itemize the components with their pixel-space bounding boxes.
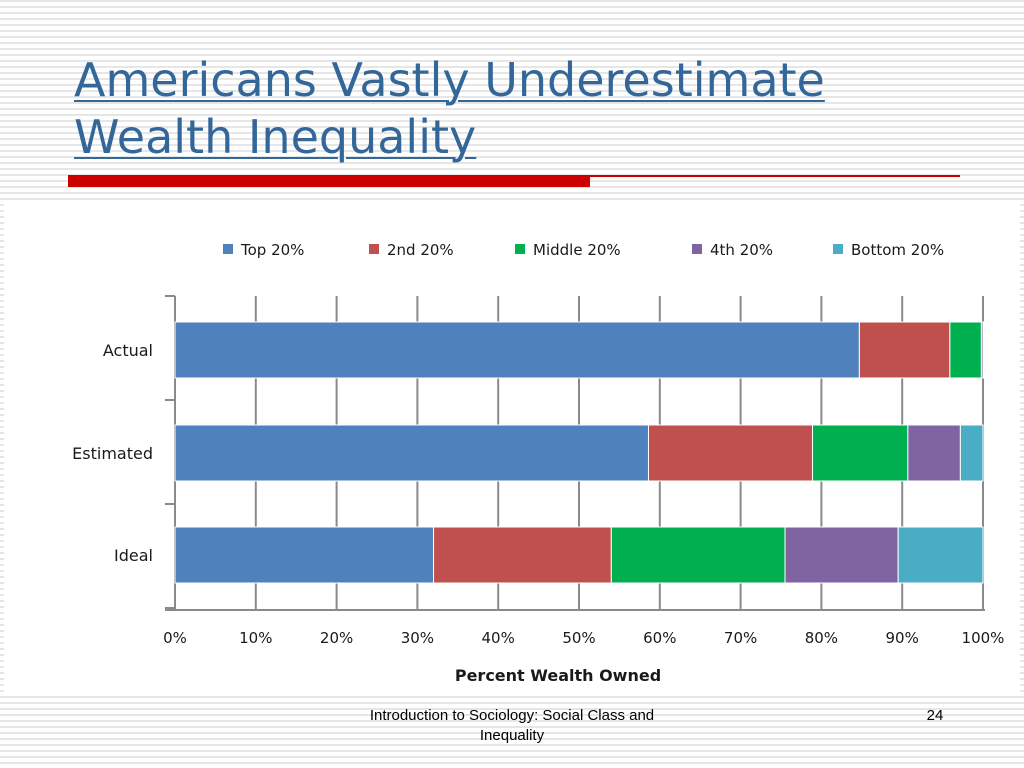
x-tick-label: 90% <box>886 629 919 647</box>
bar-segment <box>784 526 899 584</box>
legend-label: 2nd 20% <box>387 241 454 259</box>
y-category-label: Ideal <box>114 546 153 565</box>
y-category-label: Estimated <box>72 444 153 463</box>
slide-number: 24 <box>926 707 944 724</box>
bar-segment <box>812 424 909 482</box>
legend-label: Middle 20% <box>533 241 621 259</box>
bar-segment <box>897 526 984 584</box>
bar-segment <box>610 526 786 584</box>
x-tick-label: 10% <box>239 629 272 647</box>
legend-label: 4th 20% <box>710 241 773 259</box>
bar-segment <box>647 424 814 482</box>
stacked-bar-chart: Actual Estimated Ideal 0% 10% 20% 30% 40% 50% 60%… <box>72 241 1005 685</box>
footer-text: Introduction to Sociology: Social Class … <box>369 707 655 744</box>
x-tick-label: 0% <box>163 629 187 647</box>
x-tick-label: 70% <box>724 629 757 647</box>
bar-segment <box>174 526 435 584</box>
x-tick-label: 60% <box>643 629 676 647</box>
bar-segment <box>949 321 982 379</box>
y-category-label: Actual <box>103 341 153 360</box>
legend-label: Top 20% <box>240 241 304 259</box>
bar-segment <box>174 424 649 482</box>
legend-swatch <box>515 244 525 254</box>
chart-panel: Actual Estimated Ideal 0% 10% 20% 30% 40% 50% 60%… <box>4 200 1020 692</box>
legend-swatch <box>223 244 233 254</box>
bar-segment <box>858 321 951 379</box>
x-tick-label: 80% <box>805 629 838 647</box>
x-tick-label: 50% <box>562 629 595 647</box>
legend-swatch <box>833 244 843 254</box>
slide-title-text: Americans Vastly Underestimate Wealth In… <box>74 53 825 164</box>
bar-segment <box>433 526 612 584</box>
bar-segment <box>174 321 860 379</box>
x-axis-label: Percent Wealth Owned <box>455 666 661 685</box>
x-tick-label: 20% <box>320 629 353 647</box>
legend-swatch <box>369 244 379 254</box>
title-rule-thick <box>68 175 590 187</box>
bar-segment <box>959 424 984 482</box>
legend-swatch <box>692 244 702 254</box>
bar-segment <box>982 321 985 379</box>
x-tick-label: 30% <box>401 629 434 647</box>
slide-title: Americans Vastly Underestimate Wealth In… <box>74 52 954 166</box>
x-tick-label: 40% <box>482 629 515 647</box>
bar-segment <box>907 424 961 482</box>
legend-label: Bottom 20% <box>851 241 944 259</box>
x-tick-label: 100% <box>962 629 1005 647</box>
title-rule-thin <box>590 175 960 177</box>
